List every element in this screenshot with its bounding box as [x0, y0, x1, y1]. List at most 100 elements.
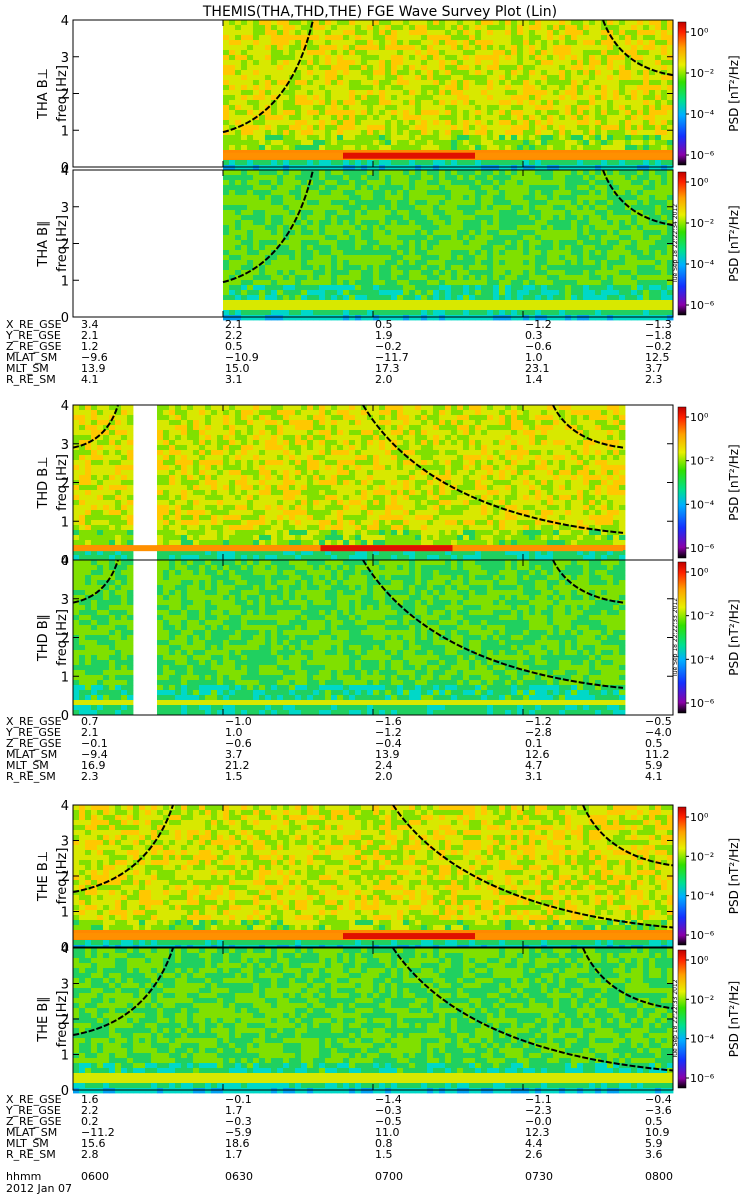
spectrogram-cell — [541, 225, 548, 231]
spectrogram-cell — [655, 25, 662, 31]
spectrogram-cell — [661, 20, 668, 26]
spectrogram-cell — [649, 180, 656, 186]
spectrogram-cell — [649, 150, 656, 156]
spectrogram-cell — [619, 140, 626, 146]
spectrogram-cell — [127, 525, 134, 531]
spectrogram-cell — [307, 35, 314, 41]
spectrogram-cell — [271, 170, 278, 176]
spectrogram-cell — [463, 215, 470, 221]
spectrogram-cell — [547, 230, 554, 236]
spectrogram-cell — [79, 515, 86, 521]
spectrogram-cell — [463, 110, 470, 116]
spectrogram-cell — [511, 45, 518, 51]
spectrogram-cell — [505, 75, 512, 81]
spectrogram-cell — [619, 265, 626, 271]
spectrogram-cell — [361, 50, 368, 56]
spectrogram-cell — [469, 100, 476, 106]
spectrogram-cell — [475, 185, 482, 191]
spectrogram-cell — [337, 295, 344, 301]
spectrogram-cell — [481, 30, 488, 36]
spectrogram-cell — [655, 250, 662, 256]
spectrogram-cell — [247, 70, 254, 76]
spectrogram-cell — [583, 265, 590, 271]
spectrogram-cell — [499, 270, 506, 276]
spectrogram-cell — [157, 525, 164, 531]
spectrogram-cell — [463, 75, 470, 81]
spectrogram-cell — [637, 55, 644, 61]
spectrogram-cell — [253, 235, 260, 241]
spectrogram-cell — [445, 220, 452, 226]
spectrogram-cell — [571, 250, 578, 256]
spectrogram-cell — [487, 285, 494, 291]
spectrogram-cell — [325, 190, 332, 196]
spectrogram-cell — [469, 210, 476, 216]
spectrogram-cell — [241, 160, 248, 166]
spectrogram-cell — [553, 190, 560, 196]
spectrogram-cell — [97, 500, 104, 506]
spectrogram-cell — [595, 55, 602, 61]
spectrogram-cell — [367, 255, 374, 261]
spectrogram-cell — [433, 120, 440, 126]
spectrogram-cell — [511, 125, 518, 131]
spectrogram-cell — [295, 220, 302, 226]
spectrogram-cell — [421, 160, 428, 166]
spectrogram-cell — [541, 220, 548, 226]
spectrogram-cell — [487, 170, 494, 176]
spectrogram-cell — [289, 190, 296, 196]
spectrogram-cell — [367, 75, 374, 81]
spectrogram-cell — [577, 235, 584, 241]
spectrogram-cell — [571, 105, 578, 111]
spectrogram-cell — [373, 255, 380, 261]
spectrogram-cell — [553, 245, 560, 251]
spectrogram-cell — [163, 420, 170, 426]
spectrogram-cell — [421, 265, 428, 271]
spectrogram-cell — [667, 30, 674, 36]
spectrogram-cell — [493, 50, 500, 56]
spectrogram-cell — [469, 85, 476, 91]
spectrogram-cell — [535, 295, 542, 301]
spectrogram-cell — [589, 60, 596, 66]
spectrogram-cell — [361, 40, 368, 46]
spectrogram-cell — [535, 45, 542, 51]
spectrogram-cell — [319, 95, 326, 101]
spectrogram-cell — [499, 230, 506, 236]
spectrogram-cell — [601, 125, 608, 131]
spectrogram-cell — [307, 50, 314, 56]
spectrogram-cell — [313, 160, 320, 166]
spectrogram-cell — [289, 125, 296, 131]
spectrogram-cell — [427, 160, 434, 166]
spectrogram-cell — [619, 180, 626, 186]
spectrogram-cell — [457, 55, 464, 61]
spectrogram-cell — [517, 205, 524, 211]
spectrogram-cell — [505, 105, 512, 111]
spectrogram-cell — [385, 160, 392, 166]
spectrogram-cell — [121, 515, 128, 521]
spectrogram-cell — [289, 185, 296, 191]
spectrogram-cell — [409, 110, 416, 116]
spectrogram-cell — [457, 255, 464, 261]
spectrogram-cell — [259, 225, 266, 231]
spectrogram-cell — [481, 285, 488, 291]
spectrogram-cell — [409, 235, 416, 241]
spectrogram-cell — [313, 300, 320, 306]
spectrogram-cell — [439, 60, 446, 66]
spectrogram-cell — [457, 270, 464, 276]
spectrogram-cell — [487, 50, 494, 56]
spectrogram-cell — [547, 260, 554, 266]
spectrogram-cell — [385, 200, 392, 206]
spectrogram-cell — [301, 275, 308, 281]
spectrogram-cell — [667, 220, 674, 226]
spectrogram-cell — [631, 300, 638, 306]
spectrogram-cell — [487, 215, 494, 221]
spectrogram-cell — [349, 105, 356, 111]
spectrogram-cell — [295, 160, 302, 166]
spectrogram-cell — [115, 550, 122, 556]
spectrogram-cell — [601, 65, 608, 71]
spectrogram-cell — [505, 250, 512, 256]
spectrogram-cell — [79, 555, 86, 561]
spectrogram-cell — [391, 205, 398, 211]
spectrogram-cell — [667, 105, 674, 111]
spectrogram-cell — [523, 225, 530, 231]
spectrogram-cell — [589, 110, 596, 116]
spectrogram-cell — [301, 105, 308, 111]
